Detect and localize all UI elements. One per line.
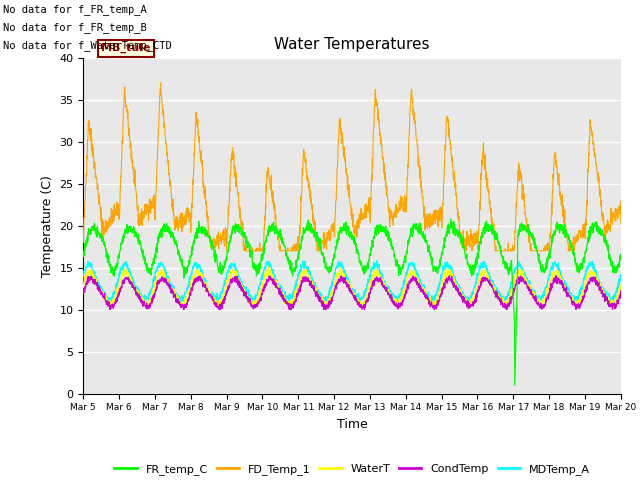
Legend: FR_temp_C, FD_Temp_1, WaterT, CondTemp, MDTemp_A: FR_temp_C, FD_Temp_1, WaterT, CondTemp, … (110, 460, 594, 480)
Text: No data for f_FR_temp_B: No data for f_FR_temp_B (3, 22, 147, 33)
Text: No data for f_WaterTemp_CTD: No data for f_WaterTemp_CTD (3, 40, 172, 51)
Text: MB_tule: MB_tule (101, 43, 150, 53)
Title: Water Temperatures: Water Temperatures (275, 37, 429, 52)
Text: No data for f_FR_temp_A: No data for f_FR_temp_A (3, 4, 147, 15)
Y-axis label: Temperature (C): Temperature (C) (41, 175, 54, 276)
X-axis label: Time: Time (337, 418, 367, 431)
